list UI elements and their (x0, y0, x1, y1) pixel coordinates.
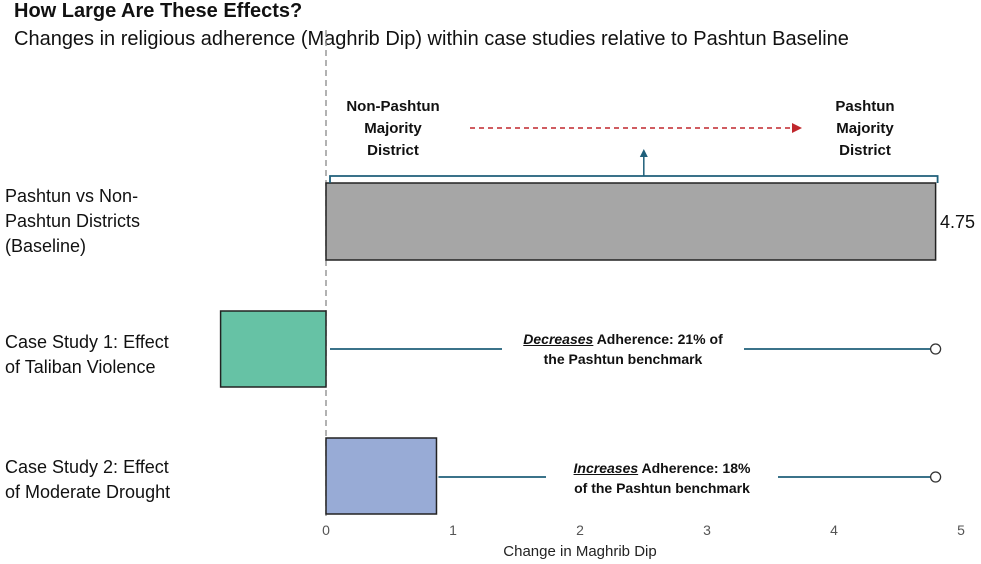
annotation-case-study-1: Decreases Adherence: 21% of the Pashtun … (502, 329, 744, 369)
bracket-arrowhead (639, 149, 648, 157)
category-label-baseline: Pashtun vs Non- Pashtun Districts (Basel… (5, 186, 141, 256)
data-label-baseline: 4.75 (940, 212, 976, 232)
chart-subtitle: Changes in religious adherence (Maghrib … (14, 28, 849, 50)
chart-title: How Large Are These Effects? (14, 0, 303, 22)
bar-case-study-1 (219, 310, 327, 388)
category-label-case-study-1: Case Study 1: Effect of Taliban Violence (5, 332, 169, 377)
category-label-case-study-2: Case Study 2: Effect of Moderate Drought (5, 457, 171, 502)
annotation-pashtun: Pashtun Majority District (835, 98, 895, 159)
x-tick-label-0: 0 (322, 522, 330, 538)
bracket-baseline (329, 175, 939, 183)
direction-arrowhead (792, 123, 802, 133)
bar-baseline (325, 182, 937, 261)
annotation-case-study-2: Increases Adherence: 18% of the Pashtun … (546, 458, 778, 498)
x-tick-label-4: 4 (830, 522, 838, 538)
x-tick-label-2: 2 (576, 522, 584, 538)
benchmark-marker-1 (929, 343, 942, 355)
x-tick-label-3: 3 (703, 522, 711, 538)
benchmark-marker-2 (929, 471, 942, 483)
x-axis-label: Change in Maghrib Dip (503, 543, 656, 560)
x-tick-label-1: 1 (449, 522, 457, 538)
x-tick-label-5: 5 (957, 522, 965, 538)
bar-case-study-2 (325, 437, 438, 515)
annotation-non-pashtun: Non-Pashtun Majority District (346, 98, 440, 159)
